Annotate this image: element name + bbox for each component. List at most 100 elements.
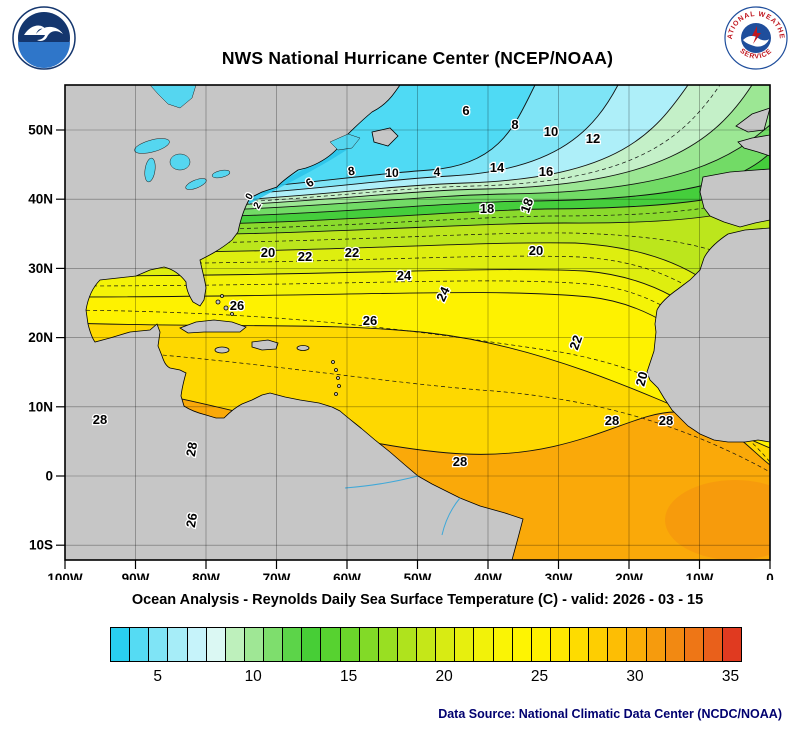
lake-huron	[169, 153, 191, 171]
lon-axis-label: 100W	[47, 571, 83, 580]
colorbar-segment	[684, 628, 704, 661]
colorbar-segment	[493, 628, 513, 661]
nws-logo: NATIONAL WEATHER SERVICE	[724, 6, 788, 70]
colorbar-segment	[283, 628, 303, 661]
cuba-island	[179, 319, 247, 334]
lat-axis-label: 0	[45, 469, 53, 484]
lon-axis-label: 80W	[192, 571, 220, 580]
contour-label: 20	[529, 243, 543, 258]
map-caption: Ocean Analysis - Reynolds Daily Sea Surf…	[131, 592, 704, 608]
contour-label: 28	[183, 441, 200, 458]
contour-label: 8	[347, 164, 356, 179]
lon-axis-label: 30W	[545, 571, 573, 580]
contour-label: 24	[397, 268, 412, 283]
colorbar-tick-label: 15	[339, 668, 358, 685]
lat-axis-label: 10S	[29, 538, 53, 553]
noaa-gull-icon	[24, 25, 63, 41]
nws-lightning-icon	[752, 26, 761, 44]
colorbar-segment	[512, 628, 532, 661]
lat-axis-label: 10N	[28, 399, 53, 414]
page-title: NWS National Hurricane Center (NCEP/NOAA…	[221, 48, 614, 68]
americas-landmass	[65, 85, 524, 560]
data-source-text: Data Source: National Climatic Data Cent…	[438, 707, 782, 721]
colorbar-segment	[570, 628, 590, 661]
noaa-logo	[12, 6, 76, 70]
colorbar-segment	[723, 628, 742, 661]
contour-label: 18	[480, 201, 494, 216]
colorbar-segment	[455, 628, 475, 661]
colorbar-tick-label: 20	[435, 668, 453, 685]
contour-label: 14	[490, 160, 505, 175]
colorbar-segment	[646, 628, 666, 661]
colorbar-segment	[130, 628, 150, 661]
colorbar-segment	[397, 628, 417, 661]
lon-axis-label: 20W	[615, 571, 643, 580]
colorbar	[110, 627, 742, 662]
contour-label: 28	[659, 413, 673, 428]
contour-label: 28	[93, 412, 107, 427]
colorbar-segment	[589, 628, 609, 661]
contour-label: 4	[434, 165, 441, 179]
contour-label: 10	[544, 124, 558, 139]
lat-axis-label: 50N	[28, 123, 53, 138]
jamaica-island	[214, 346, 230, 354]
hispaniola-island	[251, 339, 279, 351]
lake-erie	[185, 178, 207, 190]
colorbar-tick-label: 25	[530, 668, 549, 685]
contour-label: 20	[633, 370, 651, 388]
lon-axis-label: 0	[766, 571, 774, 580]
colorbar-segment	[436, 628, 456, 661]
colorbar-segment	[149, 628, 169, 661]
newfoundland-island	[371, 127, 399, 147]
colorbar-segment	[627, 628, 647, 661]
lon-axis-label: 70W	[263, 571, 291, 580]
colorbar-segment	[359, 628, 379, 661]
france-landmass	[737, 134, 770, 157]
colorbar-segment	[244, 628, 264, 661]
colorbar-segment	[608, 628, 628, 661]
contour-label: 26	[230, 298, 244, 313]
axis-ticks	[56, 129, 771, 569]
colorbar-segment	[111, 628, 131, 661]
colorbar-segment	[703, 628, 723, 661]
colorbar-segment	[321, 628, 341, 661]
noaa-logo-ocean	[18, 42, 70, 68]
colorbar-segment	[474, 628, 494, 661]
hudson-bay	[149, 85, 197, 109]
colorbar-segment	[417, 628, 437, 661]
contour-label: 26	[363, 313, 377, 328]
grid-lines	[65, 85, 770, 560]
lat-axis-label: 30N	[28, 261, 53, 276]
colorbar-segment	[665, 628, 685, 661]
contour-label: 16	[539, 164, 553, 179]
lake-superior	[134, 138, 170, 154]
lake-michigan	[144, 157, 156, 183]
lon-axis-label: 50W	[404, 571, 432, 580]
contour-label: 12	[586, 131, 600, 146]
lat-axis-label: 40N	[28, 192, 53, 207]
contour-label: 22	[298, 249, 312, 264]
colorbar-segment	[225, 628, 245, 661]
colorbar-segment	[187, 628, 207, 661]
colorbar-segment	[340, 628, 360, 661]
colorbar-segment	[550, 628, 570, 661]
lat-axis-label: 20N	[28, 330, 53, 345]
lon-axis-label: 40W	[474, 571, 502, 580]
colorbar-tick-label: 5	[153, 668, 162, 685]
iberia-landmass	[699, 168, 770, 228]
gulf-of-st-lawrence	[329, 133, 361, 151]
colorbar-segment	[378, 628, 398, 661]
contour-label: 26	[183, 512, 200, 529]
amazon-river	[344, 475, 461, 536]
sst-map-container: 0 2 6 8 10 12 6 8 10 4 14 16 18 18 20 20 22 22 24 24 26 26 22 2…	[0, 80, 800, 586]
colorbar-tick-labels: 5 10 15 20 25 30 35	[110, 668, 740, 690]
colorbar-tick-label: 35	[721, 668, 740, 685]
colorbar-tick-label: 10	[244, 668, 262, 685]
contour-label: 8	[511, 117, 518, 132]
contour-label: 22	[566, 333, 585, 352]
contour-label: 28	[453, 454, 467, 469]
contour-label: 6	[462, 103, 469, 118]
